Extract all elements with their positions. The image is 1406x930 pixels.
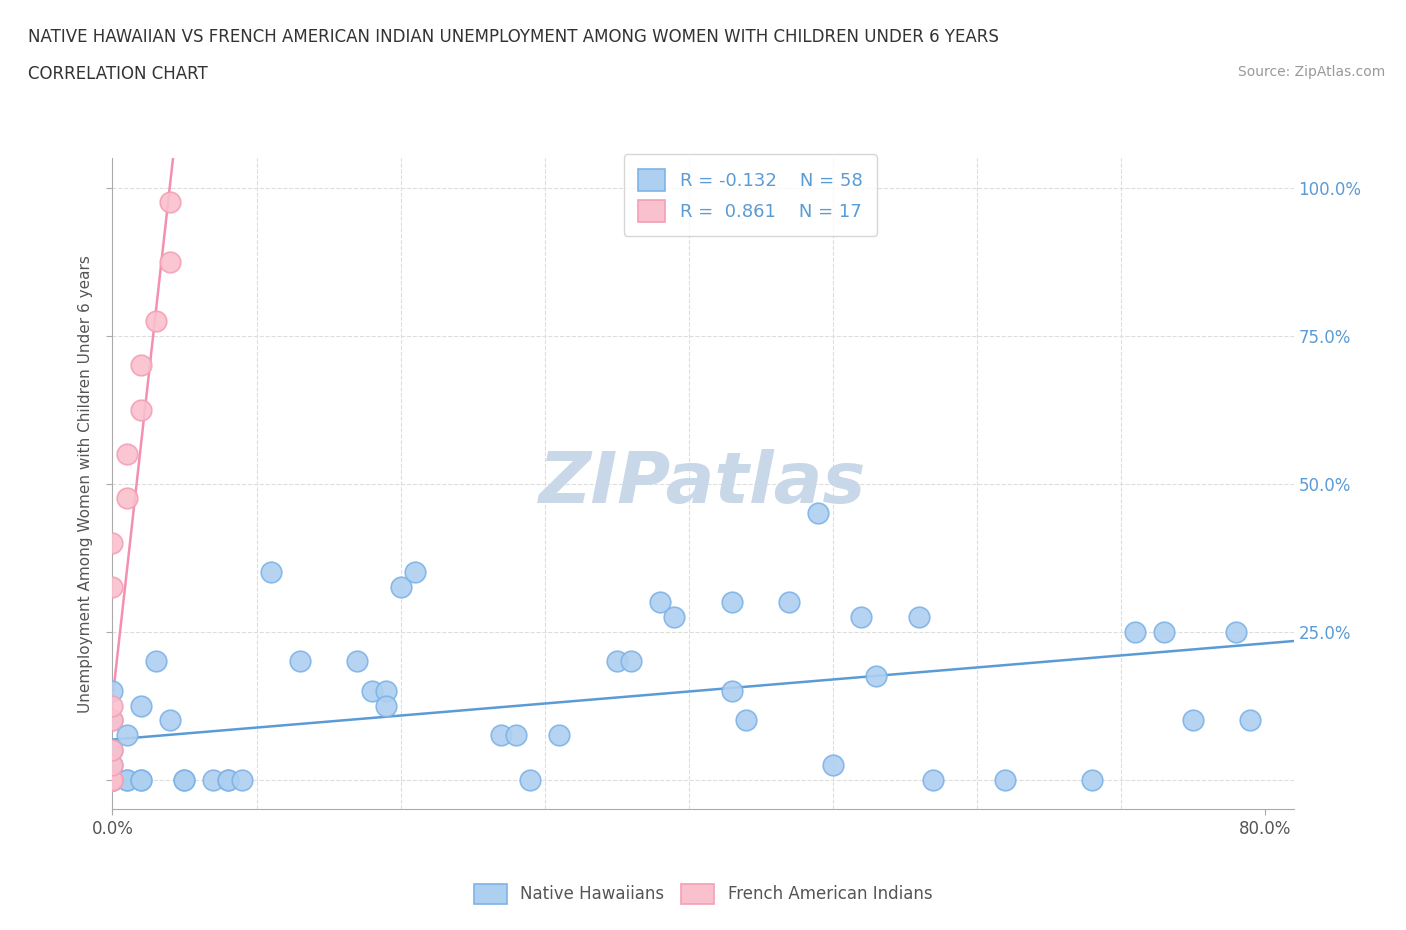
Point: [491, 727, 513, 742]
Point: [101, 772, 124, 787]
Point: [807, 506, 830, 521]
Point: [994, 772, 1017, 787]
Point: [101, 772, 124, 787]
Point: [778, 594, 800, 609]
Point: [1081, 772, 1104, 787]
Point: [101, 772, 124, 787]
Point: [115, 727, 138, 742]
Point: [173, 772, 195, 787]
Point: [101, 757, 124, 772]
Point: [101, 713, 124, 728]
Text: CORRELATION CHART: CORRELATION CHART: [28, 65, 208, 83]
Point: [101, 772, 124, 787]
Point: [231, 772, 253, 787]
Point: [821, 757, 844, 772]
Point: [346, 654, 368, 669]
Point: [1153, 624, 1175, 639]
Point: [922, 772, 945, 787]
Point: [129, 772, 152, 787]
Point: [375, 684, 398, 698]
Point: [202, 772, 225, 787]
Point: [404, 565, 426, 579]
Point: [664, 609, 686, 624]
Point: [648, 594, 671, 609]
Point: [720, 684, 742, 698]
Point: [101, 684, 124, 698]
Point: [720, 594, 742, 609]
Point: [519, 772, 541, 787]
Legend: R = -0.132    N = 58, R =  0.861    N = 17: R = -0.132 N = 58, R = 0.861 N = 17: [624, 154, 877, 236]
Point: [101, 742, 124, 757]
Point: [101, 713, 124, 728]
Point: [1181, 713, 1204, 728]
Point: [145, 654, 167, 669]
Point: [129, 402, 152, 417]
Point: [173, 772, 195, 787]
Text: Source: ZipAtlas.com: Source: ZipAtlas.com: [1237, 65, 1385, 79]
Point: [360, 684, 382, 698]
Point: [375, 698, 398, 713]
Point: [115, 491, 138, 506]
Point: [115, 772, 138, 787]
Point: [101, 772, 124, 787]
Point: [1239, 713, 1261, 728]
Point: [101, 772, 124, 787]
Point: [217, 772, 239, 787]
Point: [115, 772, 138, 787]
Point: [548, 727, 571, 742]
Point: [101, 579, 124, 594]
Point: [260, 565, 283, 579]
Point: [908, 609, 931, 624]
Point: [606, 654, 628, 669]
Point: [101, 698, 124, 713]
Point: [101, 772, 124, 787]
Point: [101, 772, 124, 787]
Point: [115, 446, 138, 461]
Point: [505, 727, 527, 742]
Point: [101, 536, 124, 551]
Point: [1123, 624, 1146, 639]
Point: [101, 772, 124, 787]
Point: [159, 254, 181, 269]
Point: [159, 713, 181, 728]
Point: [288, 654, 311, 669]
Text: ZIPatlas: ZIPatlas: [540, 449, 866, 518]
Point: [389, 579, 412, 594]
Text: NATIVE HAWAIIAN VS FRENCH AMERICAN INDIAN UNEMPLOYMENT AMONG WOMEN WITH CHILDREN: NATIVE HAWAIIAN VS FRENCH AMERICAN INDIA…: [28, 28, 1000, 46]
Legend: Native Hawaiians, French American Indians: Native Hawaiians, French American Indian…: [465, 875, 941, 912]
Point: [1225, 624, 1247, 639]
Point: [101, 742, 124, 757]
Point: [145, 313, 167, 328]
Y-axis label: Unemployment Among Women with Children Under 6 years: Unemployment Among Women with Children U…: [79, 255, 93, 712]
Point: [101, 757, 124, 772]
Point: [851, 609, 873, 624]
Point: [101, 772, 124, 787]
Point: [129, 358, 152, 373]
Point: [101, 772, 124, 787]
Point: [620, 654, 643, 669]
Point: [129, 698, 152, 713]
Point: [159, 195, 181, 210]
Point: [865, 669, 887, 684]
Point: [735, 713, 758, 728]
Point: [217, 772, 239, 787]
Point: [129, 772, 152, 787]
